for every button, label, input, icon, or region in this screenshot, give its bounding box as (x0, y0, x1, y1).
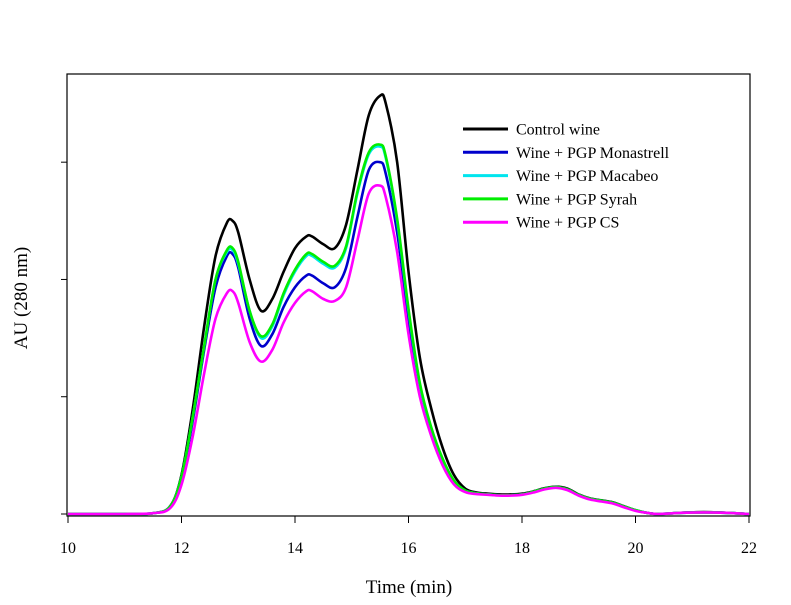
x-tick-label: 16 (401, 540, 417, 557)
x-axis-title: Time (min) (366, 577, 452, 598)
legend: Control wine Wine + PGP Monastrell Wine + … (463, 122, 670, 232)
y-axis-ticks (61, 161, 67, 515)
legend-label-wine-pgp-monastrell: Wine + PGP Monastrell (516, 145, 670, 162)
legend-label-wine-pgp-cs: Wine + PGP CS (516, 215, 619, 232)
x-tick-label: 12 (174, 540, 190, 557)
x-tick-label: 10 (60, 540, 76, 557)
x-tick-label: 18 (514, 540, 530, 557)
x-axis-ticks: 10 12 14 16 18 20 22 (60, 516, 757, 557)
legend-label-wine-pgp-syrah: Wine + PGP Syrah (516, 191, 637, 208)
series-line-wine-pgp-cs (67, 184, 750, 516)
legend-label-wine-pgp-macabeo: Wine + PGP Macabeo (516, 168, 658, 185)
series-lines (67, 93, 750, 516)
plot-frame (66, 73, 751, 517)
x-tick-label: 22 (741, 540, 757, 557)
legend-label-control-wine: Control wine (516, 122, 600, 139)
y-axis-title: AU (280 nm) (11, 247, 32, 349)
x-tick-label: 14 (287, 540, 303, 557)
x-tick-label: 20 (628, 540, 644, 557)
